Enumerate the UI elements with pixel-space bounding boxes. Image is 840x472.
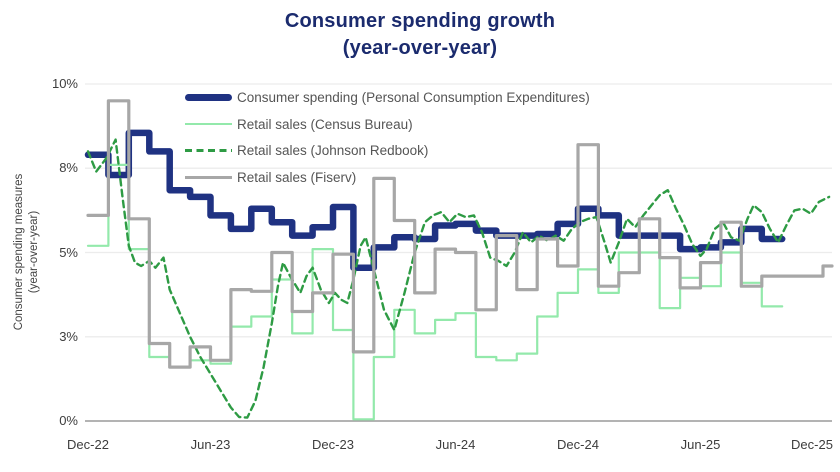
x-tick-label-Jun-25: Jun-25 — [680, 437, 721, 452]
legend-item-0: Consumer spending (Personal Consumption … — [185, 84, 590, 111]
chart-title: Consumer spending growth (year-over-year… — [0, 8, 840, 62]
series-fiserv — [86, 99, 834, 369]
x-tick-label-Dec-24: Dec-24 — [557, 437, 599, 452]
y-tick-label-10%: 10% — [51, 76, 78, 91]
legend-swatch-thin-line-icon — [185, 123, 232, 126]
series-redbook — [86, 138, 831, 419]
x-tick-label-Dec-22: Dec-22 — [67, 437, 109, 452]
x-tick-label-Jun-23: Jun-23 — [190, 437, 231, 452]
legend-swatch-medium-line-icon — [185, 176, 232, 180]
y-tick-label-8%: 8% — [59, 160, 78, 176]
y-tick-label-0%: 0% — [59, 413, 78, 428]
legend-item-3: Retail sales (Fiserv) — [185, 164, 590, 191]
legend-label: Retail sales (Census Bureau) — [237, 116, 413, 132]
legend-label: Retail sales (Johnson Redbook) — [237, 143, 429, 159]
legend-label: Retail sales (Fiserv) — [237, 170, 357, 186]
chart-title-line2: (year-over-year) — [342, 37, 498, 59]
chart-title-line1: Consumer spending growth — [284, 10, 556, 32]
x-tick-label-Dec-23: Dec-23 — [312, 437, 354, 452]
legend-item-2: Retail sales (Johnson Redbook) — [185, 138, 590, 165]
y-tick-label-3%: 3% — [59, 328, 78, 344]
legend-swatch-thick-line-icon — [185, 93, 232, 101]
x-tick-label-Jun-24: Jun-24 — [435, 437, 476, 452]
x-tick-label-Dec-25: Dec-25 — [791, 437, 833, 452]
y-tick-label-5%: 5% — [59, 244, 78, 260]
legend: Consumer spending (Personal Consumption … — [185, 84, 590, 191]
legend-label: Consumer spending (Personal Consumption … — [237, 89, 590, 105]
legend-item-1: Retail sales (Census Bureau) — [185, 111, 590, 138]
legend-swatch-dashed-line-icon — [185, 149, 232, 153]
